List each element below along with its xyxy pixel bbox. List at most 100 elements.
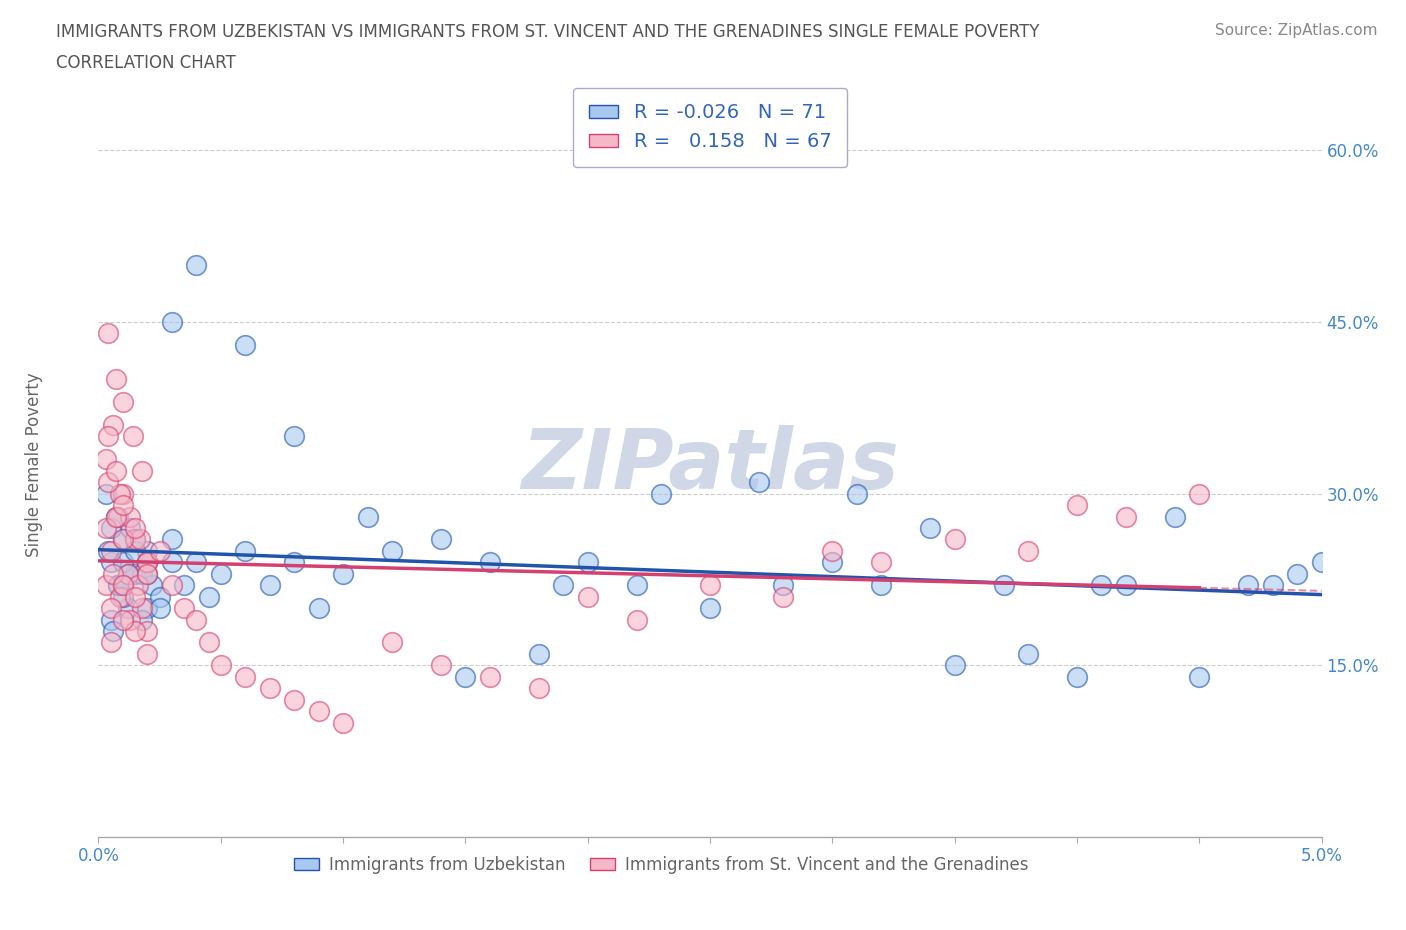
- Point: [110, 486, 132, 501]
- Point: [120, 612, 142, 627]
- Point: [1115, 578, 1137, 592]
- Point: [124, 543, 146, 558]
- Point: [100, 521, 122, 536]
- Point: [111, 532, 134, 547]
- Point: [124, 521, 146, 536]
- Point: [117, 566, 139, 581]
- Point: [870, 578, 893, 592]
- Point: [124, 532, 146, 547]
- Point: [173, 601, 195, 616]
- Point: [1017, 646, 1039, 661]
- Point: [993, 578, 1015, 592]
- Point: [381, 543, 404, 558]
- Point: [111, 612, 134, 627]
- Point: [527, 681, 550, 696]
- Point: [233, 543, 256, 558]
- Point: [209, 566, 232, 581]
- Point: [478, 670, 501, 684]
- Point: [101, 566, 124, 581]
- Point: [94, 452, 117, 467]
- Point: [104, 509, 127, 524]
- Point: [626, 612, 648, 627]
- Point: [124, 532, 146, 547]
- Point: [149, 601, 172, 616]
- Point: [233, 338, 256, 352]
- Point: [124, 590, 146, 604]
- Point: [1261, 578, 1284, 592]
- Point: [870, 555, 893, 570]
- Point: [186, 555, 208, 570]
- Point: [107, 509, 129, 524]
- Point: [117, 566, 139, 581]
- Point: [94, 486, 117, 501]
- Point: [772, 590, 794, 604]
- Point: [120, 509, 142, 524]
- Text: Source: ZipAtlas.com: Source: ZipAtlas.com: [1215, 23, 1378, 38]
- Point: [131, 612, 153, 627]
- Point: [101, 623, 124, 638]
- Point: [120, 521, 142, 536]
- Point: [136, 566, 159, 581]
- Point: [111, 486, 134, 501]
- Point: [121, 429, 143, 444]
- Point: [111, 555, 134, 570]
- Point: [454, 670, 477, 684]
- Point: [100, 601, 122, 616]
- Point: [104, 372, 127, 387]
- Point: [129, 532, 152, 547]
- Point: [136, 555, 159, 570]
- Point: [430, 532, 453, 547]
- Point: [136, 646, 159, 661]
- Point: [478, 555, 501, 570]
- Point: [94, 521, 117, 536]
- Point: [1066, 498, 1088, 512]
- Point: [1017, 543, 1039, 558]
- Point: [1115, 509, 1137, 524]
- Point: [943, 532, 966, 547]
- Point: [100, 543, 122, 558]
- Point: [576, 590, 599, 604]
- Text: ZIPatlas: ZIPatlas: [522, 424, 898, 506]
- Point: [626, 578, 648, 592]
- Point: [1286, 566, 1309, 581]
- Point: [149, 543, 172, 558]
- Point: [117, 601, 139, 616]
- Point: [197, 590, 219, 604]
- Point: [160, 314, 183, 329]
- Point: [141, 578, 163, 592]
- Point: [553, 578, 575, 592]
- Point: [1164, 509, 1187, 524]
- Point: [772, 578, 794, 592]
- Point: [160, 578, 183, 592]
- Point: [650, 486, 672, 501]
- Point: [111, 578, 134, 592]
- Point: [101, 418, 124, 432]
- Point: [821, 543, 844, 558]
- Point: [576, 555, 599, 570]
- Point: [111, 532, 134, 547]
- Point: [430, 658, 453, 672]
- Legend: Immigrants from Uzbekistan, Immigrants from St. Vincent and the Grenadines: Immigrants from Uzbekistan, Immigrants f…: [287, 849, 1035, 881]
- Point: [107, 578, 129, 592]
- Point: [104, 509, 127, 524]
- Point: [97, 543, 120, 558]
- Point: [943, 658, 966, 672]
- Point: [136, 623, 159, 638]
- Point: [131, 601, 153, 616]
- Point: [111, 394, 134, 409]
- Point: [1188, 486, 1211, 501]
- Point: [111, 498, 134, 512]
- Point: [97, 429, 120, 444]
- Point: [160, 555, 183, 570]
- Point: [699, 601, 721, 616]
- Point: [233, 670, 256, 684]
- Point: [283, 429, 305, 444]
- Point: [209, 658, 232, 672]
- Point: [97, 474, 120, 489]
- Point: [136, 555, 159, 570]
- Point: [845, 486, 868, 501]
- Point: [136, 543, 159, 558]
- Point: [173, 578, 195, 592]
- Point: [100, 555, 122, 570]
- Point: [1237, 578, 1260, 592]
